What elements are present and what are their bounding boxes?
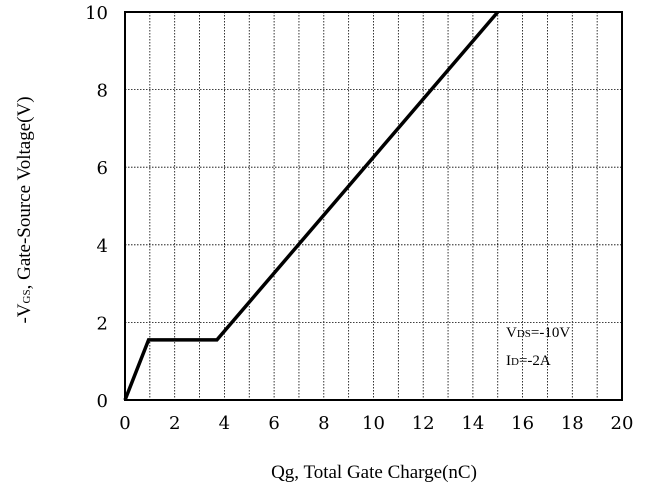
grid-lines (125, 12, 622, 400)
y-tick-label: 6 (97, 158, 108, 179)
x-tick-label: 4 (219, 413, 230, 434)
y-tick-labels: 0 2 4 6 8 10 (85, 3, 108, 412)
series-layer (123, 10, 500, 401)
y-tick-label: 8 (97, 81, 108, 102)
series-line-1 (123, 10, 500, 401)
annotation-vds: VDS=-10V (506, 325, 570, 341)
x-tick-label: 6 (268, 413, 279, 434)
annotation-id: ID=-2A (506, 353, 551, 369)
x-tick-label: 10 (362, 413, 385, 434)
y-tick-label: 4 (97, 236, 108, 257)
y-tick-label: 10 (85, 3, 108, 24)
y-tick-label: 2 (97, 313, 108, 334)
x-tick-label: 2 (169, 413, 180, 434)
x-tick-label: 8 (318, 413, 329, 434)
x-tick-label: 16 (511, 413, 534, 434)
y-axis-title-subscript: GS (21, 289, 33, 303)
y-axis-title-suffix: , Gate-Source Voltage(V) (14, 96, 35, 289)
x-axis-title: Qg, Total Gate Charge(nC) (271, 462, 477, 483)
y-tick-label: 0 (97, 391, 108, 412)
y-axis-title-prefix: -V (14, 303, 35, 323)
x-tick-label: 0 (119, 413, 130, 434)
x-tick-label: 12 (412, 413, 435, 434)
x-tick-label: 14 (461, 413, 484, 434)
x-tick-labels: 0 2 4 6 8 10 12 14 16 18 20 (119, 413, 633, 434)
plot-frame (124, 11, 623, 401)
y-axis-title: -VGS, Gate-Source Voltage(V) (14, 96, 35, 323)
x-tick-label: 18 (561, 413, 584, 434)
x-tick-label: 20 (611, 413, 634, 434)
